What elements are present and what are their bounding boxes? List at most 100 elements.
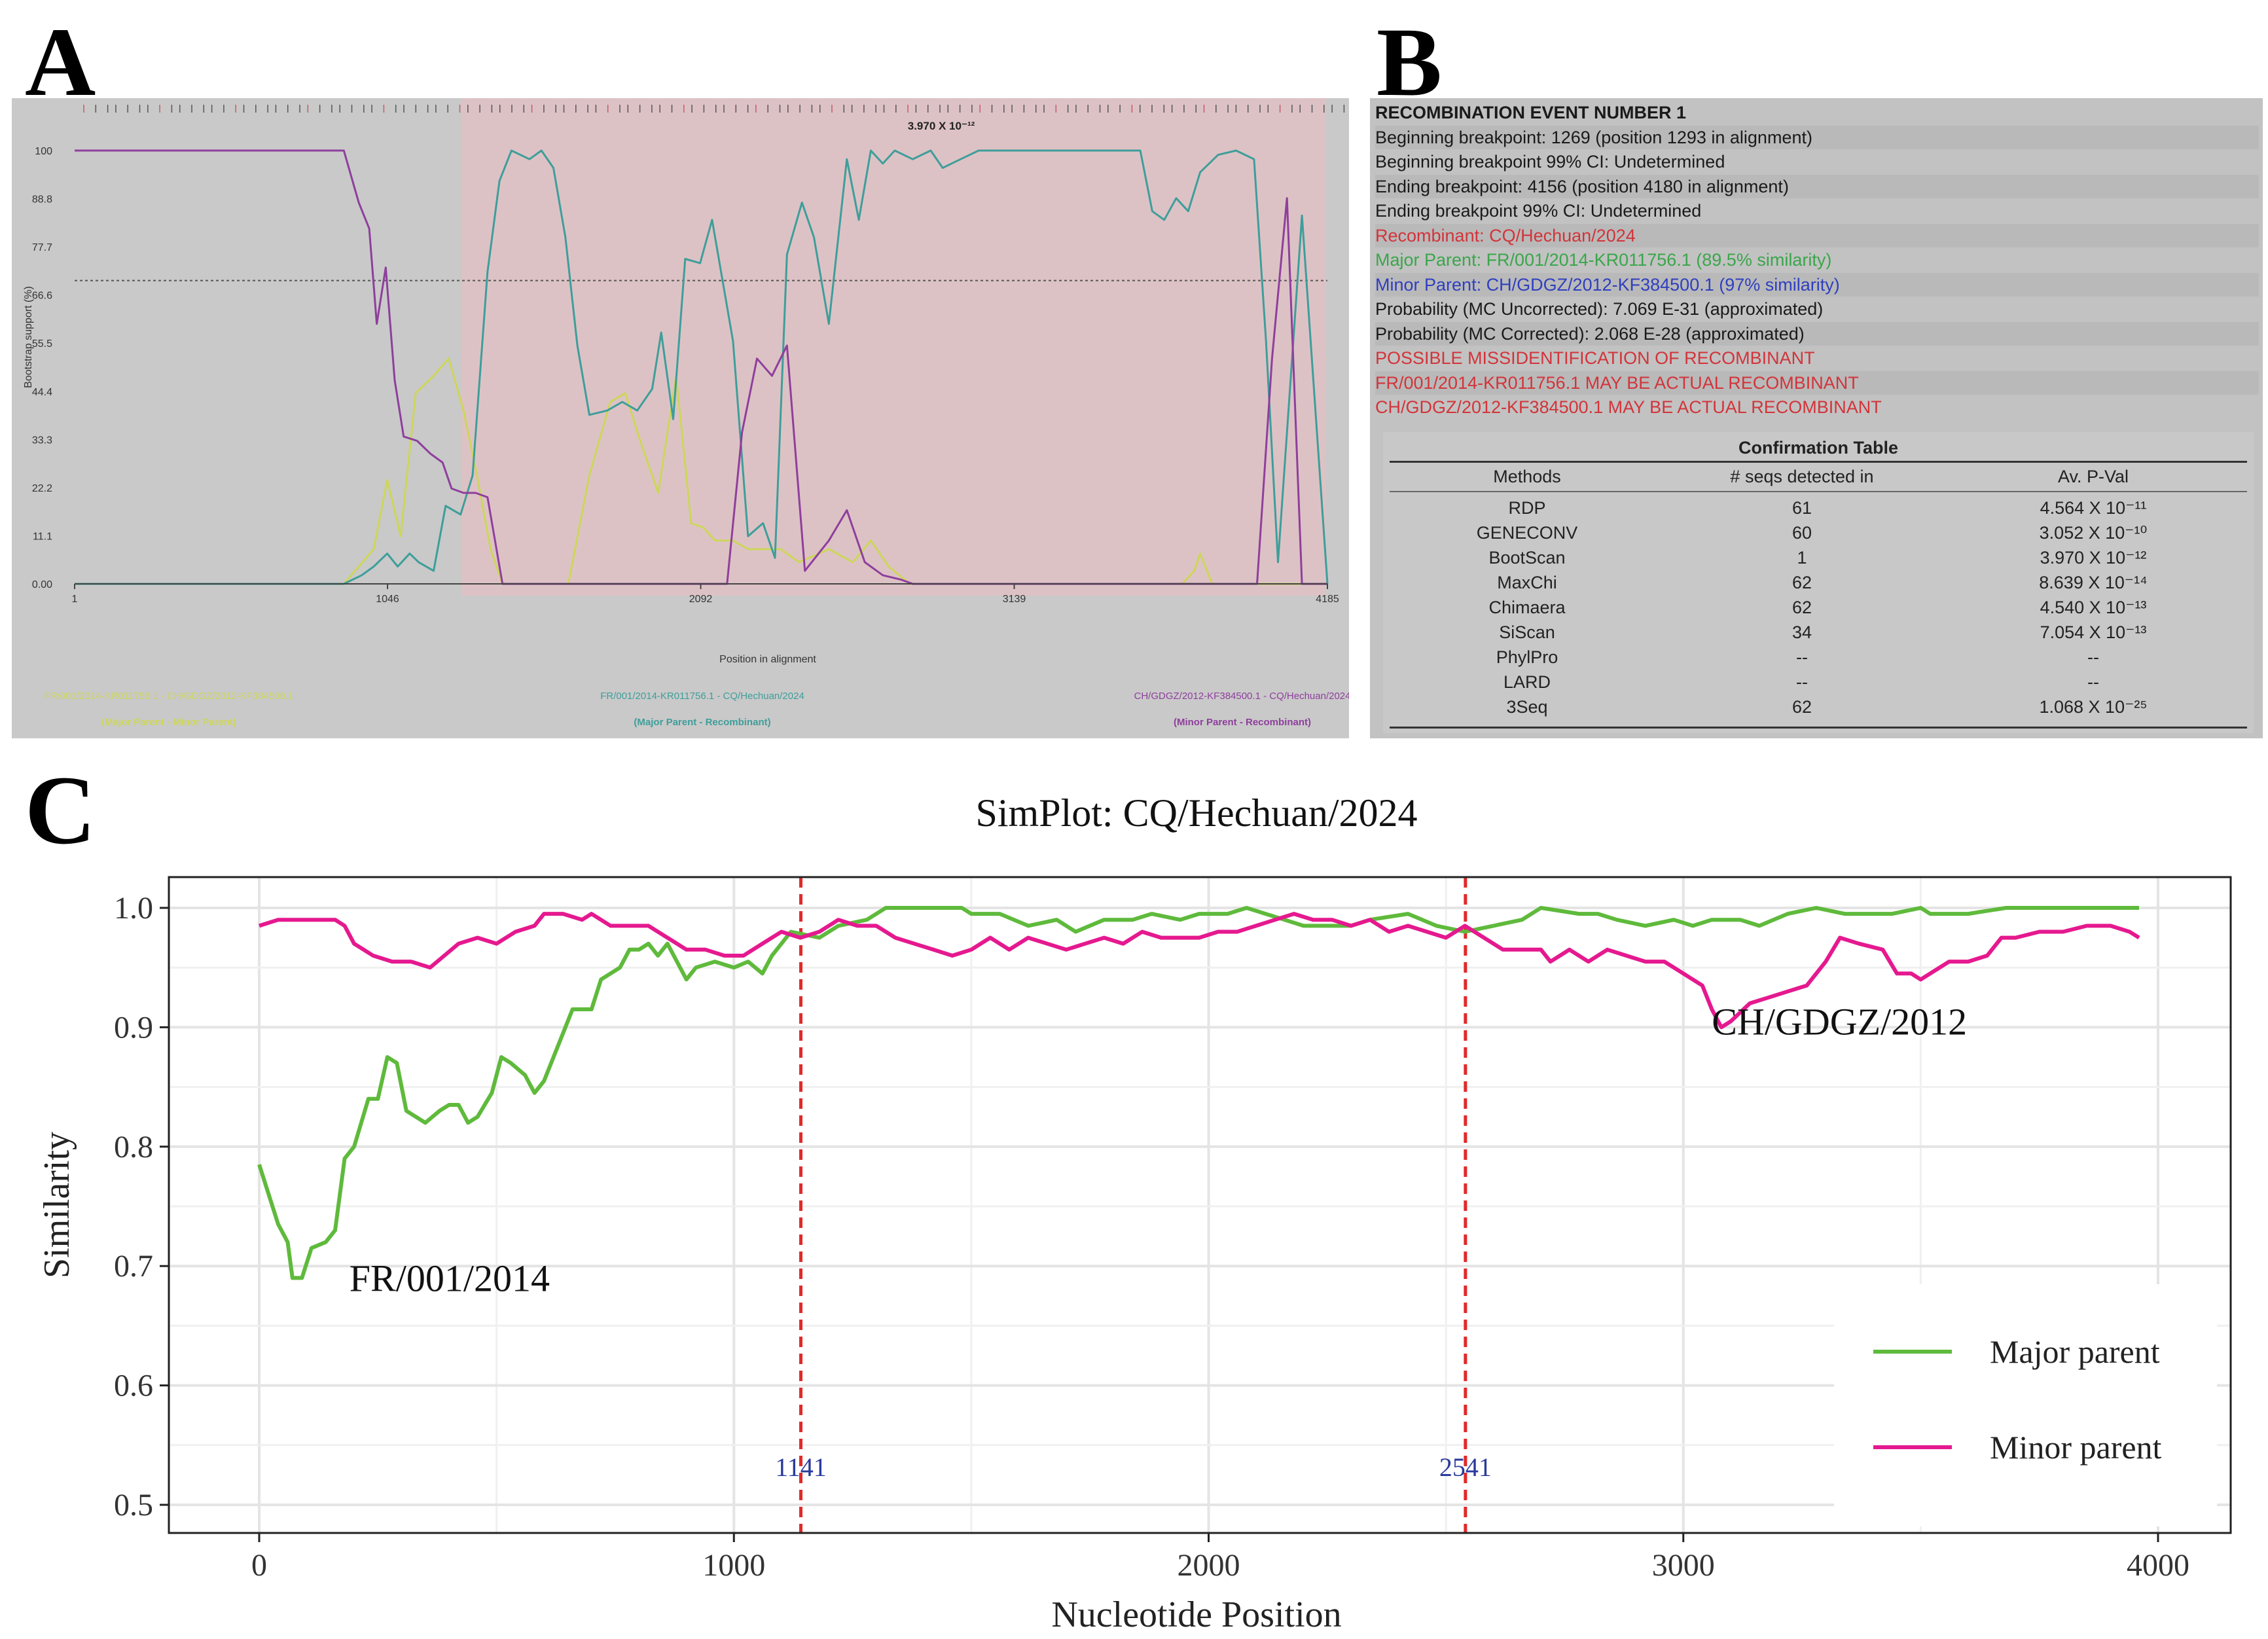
recombination-event-panel: RECOMBINATION EVENT NUMBER 1 Beginning br… <box>1370 98 2263 738</box>
simplot-y-axis-title: Similarity <box>37 1132 77 1278</box>
simplot-title: SimPlot: CQ/Hechuan/2024 <box>976 791 1418 835</box>
table-cell-p-value: 8.639 X 10⁻¹⁴ <box>2039 573 2148 592</box>
table-cell-seqs-detected: 1 <box>1797 548 1807 567</box>
simplot-frame <box>168 876 2232 1534</box>
table-cell-method-name: PhylPro <box>1496 647 1558 667</box>
event-line: Probability (MC Corrected): 2.068 E-28 (… <box>1375 321 2259 346</box>
simplot-x-tick-label: 4000 <box>2127 1548 2189 1583</box>
event-line: FR/001/2014-KR011756.1 MAY BE ACTUAL REC… <box>1375 370 2259 395</box>
recombinant-region <box>461 98 1326 596</box>
bootscan-y-tick-label: 33.3 <box>32 435 52 446</box>
bootscan-x-tick-label: 4185 <box>1316 594 1339 605</box>
simplot-y-tick-label: 0.9 <box>114 1010 153 1045</box>
header-seqs-detected: # seqs detected in <box>1730 467 1874 486</box>
table-cell-seqs-detected: 34 <box>1791 622 1812 642</box>
breakpoint-label: 2541 <box>1439 1452 1492 1482</box>
simplot-x-tick-label: 1000 <box>702 1548 765 1583</box>
bootscan-x-tick-label: 2092 <box>689 594 713 605</box>
header-methods: Methods <box>1493 467 1561 486</box>
table-cell-p-value: -- <box>2087 672 2099 692</box>
bootscan-y-tick-label: 55.5 <box>32 338 52 350</box>
bootscan-y-tick-label: 66.6 <box>32 291 52 302</box>
bootscan-x-tick-label: 1 <box>72 594 78 605</box>
table-cell-seqs-detected: 62 <box>1791 697 1812 717</box>
table-cell-method-name: SiScan <box>1499 622 1555 642</box>
simplot-y-tick-label: 0.5 <box>114 1488 153 1522</box>
event-line: POSSIBLE MISSIDENTIFICATION OF RECOMBINA… <box>1375 348 1815 368</box>
bootscan-annotation: 3.970 X 10⁻¹² <box>908 120 975 132</box>
table-cell-method-name: 3Seq <box>1506 697 1548 717</box>
table-cell-method-name: GENECONV <box>1476 523 1578 543</box>
table-cell-p-value: 1.068 X 10⁻²⁵ <box>2039 697 2148 717</box>
table-cell-method-name: MaxChi <box>1497 573 1557 592</box>
table-cell-seqs-detected: -- <box>1796 647 1808 667</box>
table-cell-p-value: 4.564 X 10⁻¹¹ <box>2040 498 2147 518</box>
table-rule-bottom <box>1390 727 2247 729</box>
series-annotation: CH/GDGZ/2012 <box>1712 1000 1967 1043</box>
bootscan-legend-series: FR/001/2014-KR011756.1 - CQ/Hechuan/2024 <box>600 691 804 702</box>
simplot-y-tick-label: 0.8 <box>114 1130 153 1164</box>
bootscan-y-tick-label: 44.4 <box>32 387 52 398</box>
bootscan-legend-role: (Major Parent - Minor Parent) <box>101 717 236 728</box>
table-cell-p-value: 3.970 X 10⁻¹² <box>2040 548 2147 567</box>
table-cell-p-value: 4.540 X 10⁻¹³ <box>2040 598 2147 617</box>
bootscan-series-1 <box>75 149 1329 585</box>
major-parent-line <box>257 906 2139 1280</box>
bootscan-legend-role: (Minor Parent - Recombinant) <box>1174 717 1311 728</box>
bootscan-y-tick-label: 11.1 <box>33 531 52 542</box>
table-cell-p-value: 3.052 X 10⁻¹⁰ <box>2039 523 2148 543</box>
event-line: RECOMBINATION EVENT NUMBER 1 <box>1375 103 1687 122</box>
panel-label-a: A <box>25 8 96 117</box>
bootscan-y-tick-label: 22.2 <box>32 483 52 494</box>
event-line: Ending breakpoint: 4156 (position 4180 i… <box>1375 174 2259 198</box>
table-cell-seqs-detected: -- <box>1796 672 1808 692</box>
bootscan-y-tick-label: 88.8 <box>32 194 52 206</box>
simplot-x-axis-title: Nucleotide Position <box>1051 1594 1341 1635</box>
confirmation-table-title: Confirmation Table <box>1738 438 1898 458</box>
table-cell-seqs-detected: 62 <box>1791 598 1812 617</box>
panel-label-c: C <box>25 756 96 865</box>
table-cell-method-name: LARD <box>1503 672 1551 692</box>
event-line: Beginning breakpoint: 1269 (position 129… <box>1375 125 2259 149</box>
table-cell-p-value: 7.054 X 10⁻¹³ <box>2040 622 2147 642</box>
simplot-y-tick-label: 0.7 <box>114 1249 153 1284</box>
header-av-p-val: Av. P-Val <box>2057 467 2129 486</box>
bootscan-y-tick-label: 0.00 <box>32 579 52 590</box>
simplot-x-tick-label: 0 <box>251 1548 267 1583</box>
panel-label-b: B <box>1377 8 1443 117</box>
simplot-x-tick-label: 3000 <box>1652 1548 1715 1583</box>
table-cell-seqs-detected: 60 <box>1791 523 1812 543</box>
bootscan-y-axis-title: Bootstrap support (%) <box>23 286 34 388</box>
simplot-x-tick-label: 2000 <box>1178 1548 1240 1583</box>
minor-parent-line <box>259 912 2140 1030</box>
simplot-panel: SimPlot: CQ/Hechuan/2024 1141 2541 0 1000 2… <box>0 753 2268 1639</box>
bootscan-panel: 100 88.8 77.7 66.6 55.5 44.4 33.3 22.2 11.1 0.00 1… <box>12 98 1349 738</box>
bootscan-legend-role: (Major Parent - Recombinant) <box>634 717 770 728</box>
table-rule-top <box>1390 461 2247 463</box>
bootscan-legend-series: FR/001/2014-KR011756.1 - CH/GDGZ/2012-KF… <box>45 691 294 702</box>
table-cell-method-name: BootScan <box>1488 548 1566 567</box>
simplot-legend-box <box>1834 1284 2217 1526</box>
event-line: Recombinant: CQ/Hechuan/2024 <box>1375 223 2259 247</box>
event-line: CH/GDGZ/2012-KF384500.1 MAY BE ACTUAL RE… <box>1375 397 1882 417</box>
bootscan-y-tick-label: 100 <box>35 146 52 157</box>
event-line: Major Parent: FR/001/2014-KR011756.1 (89… <box>1375 250 1832 270</box>
legend-label-0: Major parent <box>1990 1333 2160 1370</box>
table-cell-seqs-detected: 61 <box>1791 498 1812 518</box>
table-cell-p-value: -- <box>2087 647 2099 667</box>
bootscan-x-tick-label: 3139 <box>1003 594 1026 605</box>
event-line: Probability (MC Uncorrected): 7.069 E-31… <box>1375 299 1824 319</box>
table-rule-header <box>1390 491 2247 492</box>
table-cell-method-name: RDP <box>1508 498 1546 518</box>
simplot-y-tick-label: 1.0 <box>114 891 153 926</box>
simplot-chart: SimPlot: CQ/Hechuan/2024 1141 2541 0 1000 2… <box>37 791 2232 1635</box>
bootscan-x-axis-title: Position in alignment <box>719 654 816 665</box>
event-line: Ending breakpoint 99% CI: Undetermined <box>1375 201 1702 221</box>
bootscan-y-tick-label: 77.7 <box>32 242 52 253</box>
table-cell-seqs-detected: 62 <box>1791 573 1812 592</box>
legend-label-1: Minor parent <box>1990 1429 2162 1466</box>
bootscan-legend-series: CH/GDGZ/2012-KF384500.1 - CQ/Hechuan/202… <box>1134 691 1349 702</box>
event-line: Beginning breakpoint 99% CI: Undetermine… <box>1375 152 1725 171</box>
event-line: Minor Parent: CH/GDGZ/2012-KF384500.1 (9… <box>1375 272 2259 297</box>
confirmation-table: Confirmation Table Methods # seqs detect… <box>1383 432 2254 733</box>
